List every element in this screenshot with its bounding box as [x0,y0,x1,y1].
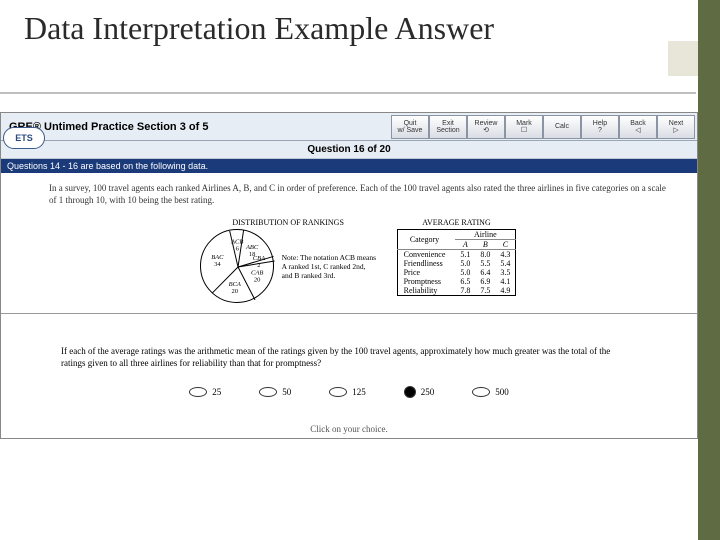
answer-choice[interactable]: 125 [329,386,366,398]
table-row: Promptness6.56.94.1 [397,277,516,286]
col-header: Airline [455,230,516,240]
choice-oval-icon [404,386,416,398]
cat-header: Category [397,230,455,250]
btn-l1: Next [669,120,683,127]
svg-text:34: 34 [214,262,221,269]
answer-choice[interactable]: 25 [189,386,221,398]
svg-text:BCA: BCA [228,282,240,289]
choice-label: 500 [495,387,509,397]
question-stem-top: In a survey, 100 travel agents each rank… [1,173,697,212]
svg-text:CAB: CAB [251,270,263,277]
svg-text:ABC: ABC [245,244,259,251]
gre-topbar: GRE® Untimed Practice Section 3 of 5 Qui… [1,113,697,141]
col-a: A [455,240,475,250]
col-c: C [495,240,516,250]
slide-title: Data Interpretation Example Answer [0,0,720,53]
figure-row: DISTRIBUTION OF RANKINGS ACB6ABC18CBA2CA… [1,212,697,313]
choice-label: 125 [352,387,366,397]
btn-l2: ☐ [521,127,527,134]
quit-button[interactable]: Quitw/ Save [391,115,429,139]
title-underline [0,92,696,94]
exit-section-button[interactable]: ExitSection [429,115,467,139]
table-row: Friendliness5.05.55.4 [397,259,516,268]
gre-screenshot: GRE® Untimed Practice Section 3 of 5 Qui… [0,112,698,439]
back-button[interactable]: Back◁ [619,115,657,139]
question-stem-bottom: If each of the average ratings was the a… [1,314,697,375]
btn-l1: Exit [442,120,454,127]
answer-choice[interactable]: 500 [472,386,509,398]
btn-l1: Help [593,120,607,127]
review-button[interactable]: Review⟲ [467,115,505,139]
gre-toolbar: Quitw/ Save ExitSection Review⟲ Mark☐ Ca… [391,115,697,139]
avg-rating-table: CategoryAirline A B C Convenience5.18.04… [397,229,517,296]
answer-choice[interactable]: 50 [259,386,291,398]
svg-text:20: 20 [254,277,260,284]
next-button[interactable]: Next▷ [657,115,695,139]
btn-l2: ◁ [635,127,640,134]
svg-text:CBA: CBA [252,256,264,263]
slide-accent-border [698,0,720,540]
btn-l2: Section [436,127,459,134]
distribution-title: DISTRIBUTION OF RANKINGS [200,218,377,227]
question-counter: Question 16 of 20 [1,141,697,159]
click-hint: Click on your choice. [1,424,697,438]
choice-label: 250 [421,387,435,397]
svg-text:20: 20 [231,289,238,296]
answer-choices: 25 50 125 250 500 [1,376,697,424]
table-row: Price5.06.43.5 [397,268,516,277]
help-button[interactable]: Help? [581,115,619,139]
choice-oval-icon [259,387,277,397]
instruction-bar: Questions 14 - 16 are based on the follo… [1,159,697,173]
btn-l1: Calc [555,123,569,130]
btn-l2: ⟲ [483,127,489,134]
svg-text:BAC: BAC [211,255,224,262]
btn-l1: Quit [404,120,417,127]
btn-l1: Review [475,120,498,127]
btn-l1: Mark [516,120,532,127]
table-row: Reliability7.87.54.9 [397,286,516,296]
avg-rating-title: AVERAGE RATING [397,218,517,227]
pie-chart: ACB6ABC18CBA2CAB20BCA20BAC34 [200,229,274,303]
choice-label: 25 [212,387,221,397]
btn-l2: ▷ [673,127,678,134]
svg-text:6: 6 [235,246,239,253]
choice-oval-icon [472,387,490,397]
ranking-note: Note: The notation ACB means A ranked 1s… [282,253,377,280]
mark-button[interactable]: Mark☐ [505,115,543,139]
table-row: Convenience5.18.04.3 [397,250,516,260]
btn-l1: Back [630,120,646,127]
choice-oval-icon [189,387,207,397]
choice-oval-icon [329,387,347,397]
avg-rating-block: AVERAGE RATING CategoryAirline A B C Con… [397,218,517,303]
col-b: B [475,240,495,250]
slide-corner-notch [668,41,698,76]
btn-l2: ? [598,127,602,134]
answer-choice[interactable]: 250 [404,386,435,398]
ets-badge-icon: ETS [3,127,45,149]
distribution-block: DISTRIBUTION OF RANKINGS ACB6ABC18CBA2CA… [200,218,377,303]
btn-l2: w/ Save [398,127,423,134]
calc-button[interactable]: Calc [543,115,581,139]
choice-label: 50 [282,387,291,397]
